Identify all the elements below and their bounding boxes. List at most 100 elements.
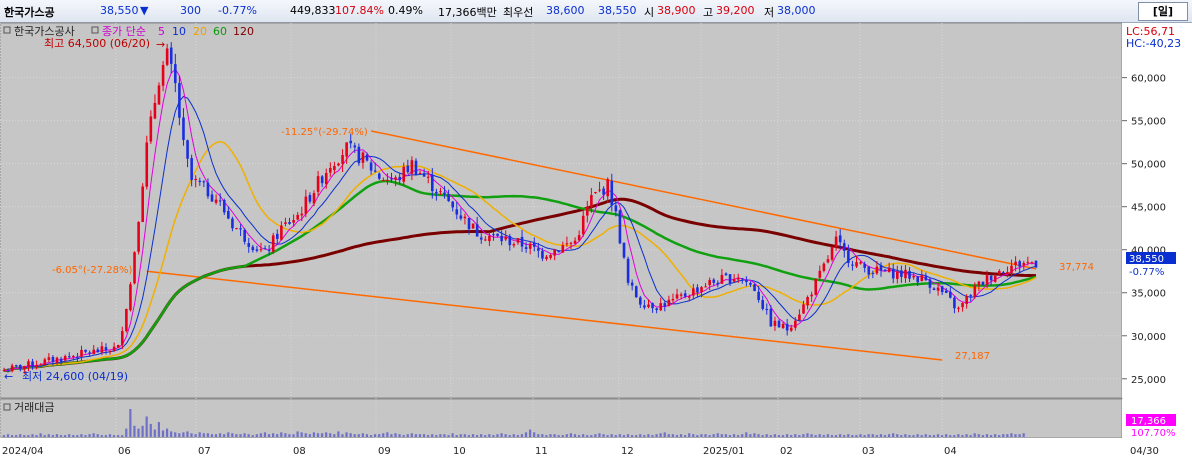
y-tick-label: 30,000 [1131,332,1166,343]
candle [463,213,467,225]
volume-bar [598,433,601,437]
volume-bar [202,433,205,437]
current-price-box [1126,252,1176,264]
candle [23,365,26,374]
candle [214,194,218,205]
candle [508,233,512,251]
price-change-pct: -0.77% [218,4,257,17]
candle-body [508,236,512,246]
candle-body [377,173,381,179]
candle [949,287,952,299]
candle-body [251,246,255,251]
candle-body [949,291,952,298]
volume-bar [708,435,711,437]
candle-body [924,276,928,281]
candle [675,288,679,300]
volume-panel-label: 거래대금 [14,401,54,414]
candle [891,263,895,284]
volume-plot-area[interactable] [0,398,1123,439]
candle-body [545,256,548,260]
candle-body [337,163,340,166]
volume-bar [312,432,316,437]
volume-bar [936,434,940,437]
candle-body [973,285,977,297]
candle-body [590,195,593,208]
candle [847,244,850,268]
candle [904,264,907,283]
volume-bar [235,434,238,437]
candle-body [304,196,308,214]
volume-bar [300,432,303,437]
volume-bar [182,432,185,437]
candle-body [761,300,765,309]
volume-bar [781,435,785,437]
volume-bar [170,431,173,437]
volume-bar [847,434,850,437]
volume-bar [316,433,320,437]
candle-body [704,286,707,288]
candle [969,293,973,302]
candle [1034,260,1038,269]
volume-bar [194,434,197,437]
candle [512,242,516,248]
candle [157,82,161,105]
legend-ma60: 60 [213,25,227,38]
candle-body [349,140,353,144]
candle-body [186,140,189,159]
x-tick-label: 07 [198,446,211,457]
volume-bar [704,434,707,437]
ma-checkbox-icon[interactable] [91,26,99,34]
volume-bar [655,434,658,437]
volume-bar [859,434,862,437]
legend-checkbox-icon[interactable] [3,26,11,34]
candle-body [569,242,573,244]
candle-body [520,236,524,247]
candle-body [842,243,846,251]
candle-body [981,281,985,285]
candle [410,156,414,181]
candle [810,291,813,302]
high-label: 고 [703,6,714,19]
candle-body [736,277,740,280]
candle [349,133,353,149]
candle [981,281,985,286]
candle [129,282,132,312]
volume-bar [630,435,634,437]
volume-bar [887,434,891,437]
volume-bar [765,434,768,437]
candle [977,280,981,292]
candle-body [651,303,654,309]
candle-body [1030,262,1034,264]
volume-checkbox-icon[interactable] [3,403,11,411]
candle [292,214,295,227]
price-plot-area[interactable] [0,22,1123,399]
volume-bar [96,434,99,437]
lc-value: LC:56,71 [1126,25,1175,38]
candle [965,294,968,309]
period-selector[interactable]: [일] [1138,2,1188,21]
candle-body [386,180,389,182]
candle [43,357,47,366]
candle-body [712,279,716,283]
candle [488,231,491,247]
candle [618,209,622,245]
volume-bar [320,433,324,437]
candle-body [153,103,157,119]
stock-name[interactable]: 한국가스공 [4,6,55,19]
open-label: 시 [644,6,655,19]
candle [565,236,569,247]
volume-bar [614,435,617,437]
volume-bar [243,433,246,437]
candle [76,352,79,362]
priority-label: 최우선 [503,6,534,19]
volume-bar [586,435,589,437]
volume-bar [953,435,956,437]
candle-body [206,182,210,197]
volume-bar [27,435,30,437]
candle-body [271,235,275,252]
candle-body [243,229,246,242]
candle-body [247,243,251,247]
candle [63,354,67,363]
candle-body [198,180,202,183]
